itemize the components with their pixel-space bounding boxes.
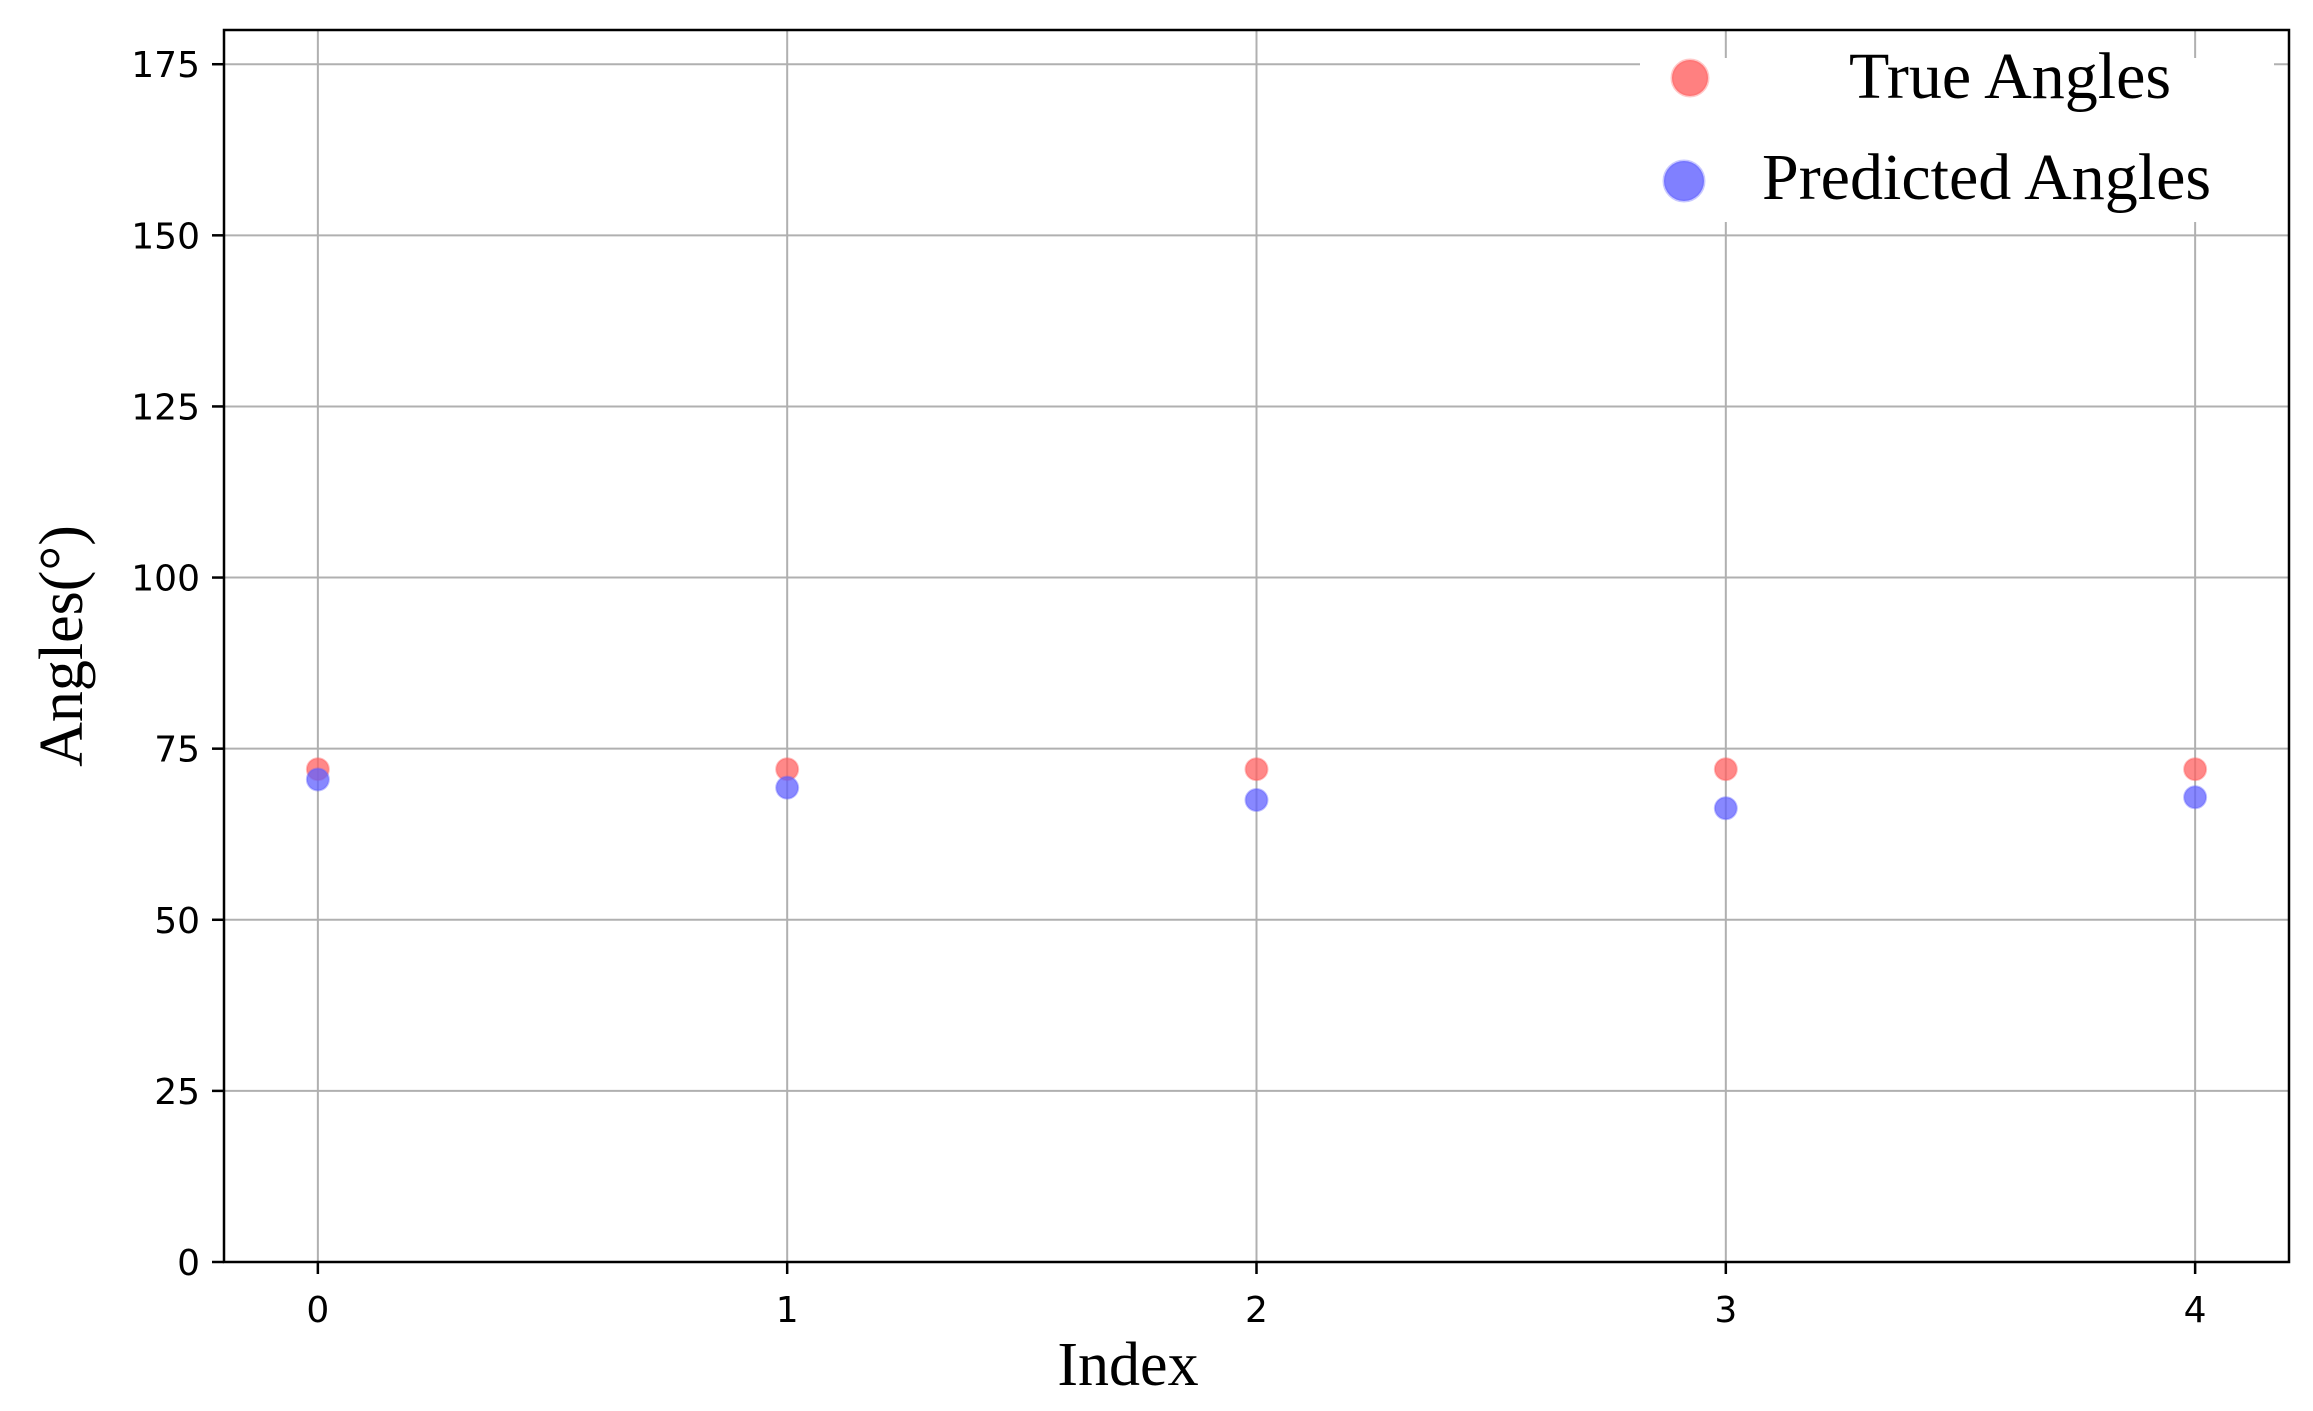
predicted-angle-point bbox=[1244, 788, 1269, 812]
legend: True Angles Predicted Angles bbox=[1640, 40, 2274, 222]
y-tick-label: 25 bbox=[154, 1072, 200, 1113]
y-tick-label: 150 bbox=[131, 216, 200, 257]
data-points bbox=[305, 757, 2208, 821]
true-angle-point bbox=[1713, 757, 1738, 782]
predicted-angle-point bbox=[2183, 785, 2208, 810]
legend-box bbox=[1640, 58, 2274, 222]
x-axis-title: Index bbox=[1057, 1331, 1198, 1399]
legend-marker-predicted-angles bbox=[1662, 159, 1706, 203]
axis-ticks: 0 1 2 3 4 0 25 50 75 100 125 150 175 bbox=[131, 45, 2206, 1331]
y-tick-label: 100 bbox=[131, 559, 200, 600]
x-tick-label: 1 bbox=[776, 1290, 799, 1331]
true-angle-point bbox=[1244, 757, 1269, 782]
legend-label-predicted-angles: Predicted Angles bbox=[1762, 141, 2211, 214]
y-tick-label: 0 bbox=[177, 1243, 200, 1284]
x-tick-label: 3 bbox=[1714, 1290, 1737, 1331]
x-tick-label: 4 bbox=[2184, 1290, 2207, 1331]
y-axis-title: Angles(°) bbox=[28, 525, 96, 767]
y-tick-label: 175 bbox=[131, 45, 200, 86]
y-tick-label: 75 bbox=[154, 730, 200, 771]
predicted-angle-point bbox=[305, 767, 330, 792]
predicted-angle-point bbox=[1713, 796, 1738, 821]
legend-label-true-angles: True Angles bbox=[1849, 40, 2171, 113]
x-tick-label: 2 bbox=[1245, 1290, 1268, 1331]
y-tick-label: 50 bbox=[154, 901, 200, 942]
x-tick-label: 0 bbox=[306, 1290, 329, 1331]
true-angle-point bbox=[2183, 757, 2208, 782]
predicted-angle-point bbox=[775, 775, 800, 800]
y-tick-label: 125 bbox=[131, 387, 200, 428]
legend-marker-true-angles bbox=[1670, 58, 1710, 98]
